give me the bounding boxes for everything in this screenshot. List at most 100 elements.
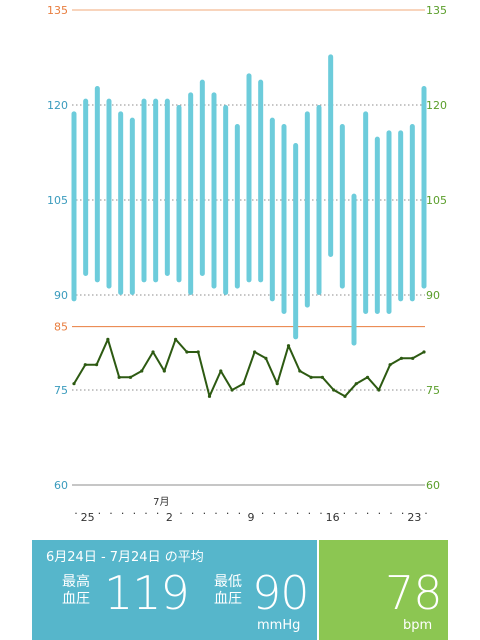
pulse-point	[94, 363, 99, 367]
x-dot: ·	[308, 507, 312, 520]
bp-bar	[398, 130, 404, 302]
x-dot: ·	[98, 507, 102, 520]
bp-bar	[188, 92, 194, 295]
x-dot: ·	[133, 507, 137, 520]
x-dot: ·	[226, 507, 230, 520]
pulse-point	[106, 337, 110, 341]
x-dot: ·	[319, 507, 323, 520]
right-tick-120: 120	[426, 99, 447, 112]
pulse-summary: 78 bpm	[319, 540, 448, 640]
bp-bar	[316, 105, 322, 295]
pulse-point	[388, 363, 392, 367]
bp-bar	[83, 98, 89, 277]
left-tick-75: 75	[54, 384, 68, 397]
pulse-point	[286, 344, 291, 348]
pulse-point	[162, 369, 166, 373]
x-dot: ·	[424, 507, 428, 520]
x-dot: ·	[121, 507, 125, 520]
pulse-point	[151, 350, 155, 354]
blood-pressure-summary: 6月24日 - 7月24日 の平均 最高 血圧 119 最低 血圧 90 mmH…	[32, 540, 317, 640]
reference-tick: 85	[54, 321, 68, 334]
pulse-point	[332, 388, 336, 392]
left-tick-135: 135	[47, 4, 68, 17]
x-dot: ·	[261, 507, 265, 520]
right-tick-60: 60	[426, 479, 440, 492]
bp-bar	[71, 111, 77, 302]
x-dot: ·	[238, 507, 242, 520]
pulse-point	[377, 388, 381, 392]
pulse-point	[422, 350, 426, 354]
bp-bar	[246, 73, 252, 283]
x-dot: ·	[296, 507, 300, 520]
x-month-label: 7月	[153, 496, 169, 508]
bp-unit: mmHg	[257, 618, 301, 633]
bp-bar	[351, 193, 357, 346]
x-dot: ·	[378, 507, 382, 520]
pulse-point	[185, 350, 189, 354]
pulse-point	[72, 382, 76, 386]
bp-bar	[281, 124, 287, 314]
pulse-point	[140, 369, 144, 373]
pulse-point	[174, 337, 178, 341]
left-tick-90: 90	[54, 289, 68, 302]
bp-bar	[386, 130, 392, 314]
pulse-point	[354, 382, 358, 386]
pulse-point	[320, 375, 324, 379]
systolic-value: 119	[104, 566, 190, 620]
right-tick-90: 90	[426, 289, 440, 302]
x-dot: ·	[343, 507, 347, 520]
pulse-unit: bpm	[403, 618, 433, 633]
right-tick-105: 105	[426, 194, 447, 207]
bp-bar	[269, 117, 275, 302]
x-dot: ·	[366, 507, 370, 520]
pulse-point	[253, 350, 257, 354]
left-tick-120: 120	[47, 99, 68, 112]
diastolic-label: 最低 血圧	[214, 574, 242, 607]
pulse-point	[309, 375, 313, 379]
bp-bar	[129, 117, 135, 296]
x-dot: ·	[389, 507, 393, 520]
bp-bar	[153, 98, 159, 283]
bp-bar	[421, 86, 427, 289]
bp-bar	[164, 98, 170, 277]
bp-bar	[409, 124, 415, 302]
pulse-point	[117, 375, 121, 379]
x-dot: ·	[214, 507, 218, 520]
bp-bar	[304, 111, 310, 308]
pulse-point	[219, 369, 223, 373]
bp-bar	[293, 143, 299, 340]
pulse-line	[73, 338, 425, 398]
x-dot: ·	[284, 507, 288, 520]
x-label-9: 9	[248, 511, 255, 524]
right-tick-75: 75	[426, 384, 440, 397]
pulse-point	[207, 394, 212, 398]
pulse-point	[196, 350, 200, 354]
pulse-value: 78	[385, 566, 443, 620]
pulse-point	[83, 363, 87, 367]
pulse-point	[128, 375, 133, 379]
bp-bar	[234, 124, 240, 289]
left-tick-60: 60	[54, 479, 68, 492]
pulse-point	[399, 356, 404, 360]
x-label-16: 16	[326, 511, 340, 524]
bp-bar	[211, 92, 217, 289]
bp-pulse-chart: 135 135 120 120 105 105 90 90 75 75 60 60 85 · · · · · · · ·…	[47, 4, 447, 524]
pulse-point	[411, 356, 415, 360]
right-tick-135: 135	[426, 4, 447, 17]
diastolic-value: 90	[252, 566, 310, 620]
x-dot: ·	[74, 507, 78, 520]
systolic-label: 最高 血圧	[62, 574, 90, 607]
x-dot: ·	[179, 507, 183, 520]
pulse-point	[230, 388, 234, 392]
x-dot: ·	[191, 507, 195, 520]
bp-bar	[374, 136, 380, 314]
bp-bar	[363, 111, 369, 314]
pulse-point	[365, 375, 370, 379]
bp-bar	[176, 105, 182, 283]
bp-bar	[339, 124, 345, 289]
x-label-25: 25	[81, 511, 95, 524]
pulse-point	[298, 369, 302, 373]
bp-bar	[106, 98, 112, 289]
x-dot: ·	[203, 507, 207, 520]
x-dot: ·	[354, 507, 358, 520]
